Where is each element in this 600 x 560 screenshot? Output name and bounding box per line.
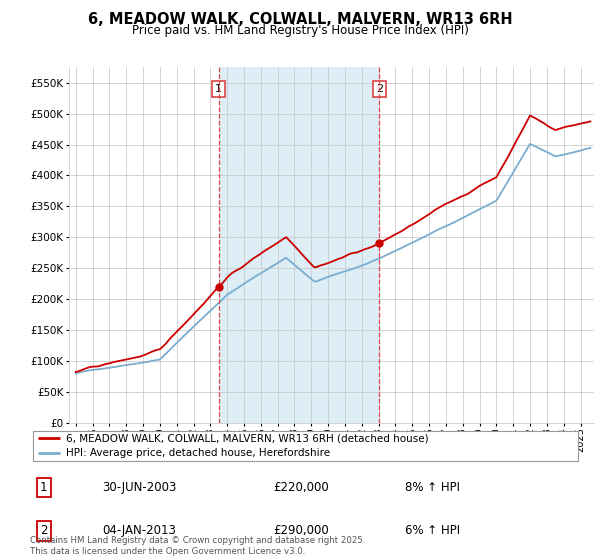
Text: 1: 1 (215, 84, 222, 94)
Text: £290,000: £290,000 (273, 525, 329, 538)
Text: Price paid vs. HM Land Registry's House Price Index (HPI): Price paid vs. HM Land Registry's House … (131, 24, 469, 37)
Text: 6, MEADOW WALK, COLWALL, MALVERN, WR13 6RH: 6, MEADOW WALK, COLWALL, MALVERN, WR13 6… (88, 12, 512, 27)
Text: Contains HM Land Registry data © Crown copyright and database right 2025.
This d: Contains HM Land Registry data © Crown c… (30, 536, 365, 556)
Text: £220,000: £220,000 (273, 481, 329, 494)
Text: HPI: Average price, detached house, Herefordshire: HPI: Average price, detached house, Here… (66, 448, 330, 458)
Text: 04-JAN-2013: 04-JAN-2013 (102, 525, 176, 538)
Text: 2: 2 (376, 84, 383, 94)
Text: 2: 2 (40, 525, 47, 538)
Bar (219, 67, 379, 423)
FancyBboxPatch shape (33, 431, 578, 461)
Text: 6% ↑ HPI: 6% ↑ HPI (406, 525, 460, 538)
Text: 1: 1 (40, 481, 47, 494)
Text: 6, MEADOW WALK, COLWALL, MALVERN, WR13 6RH (detached house): 6, MEADOW WALK, COLWALL, MALVERN, WR13 6… (66, 433, 428, 444)
Text: 8% ↑ HPI: 8% ↑ HPI (406, 481, 460, 494)
Text: 30-JUN-2003: 30-JUN-2003 (102, 481, 176, 494)
